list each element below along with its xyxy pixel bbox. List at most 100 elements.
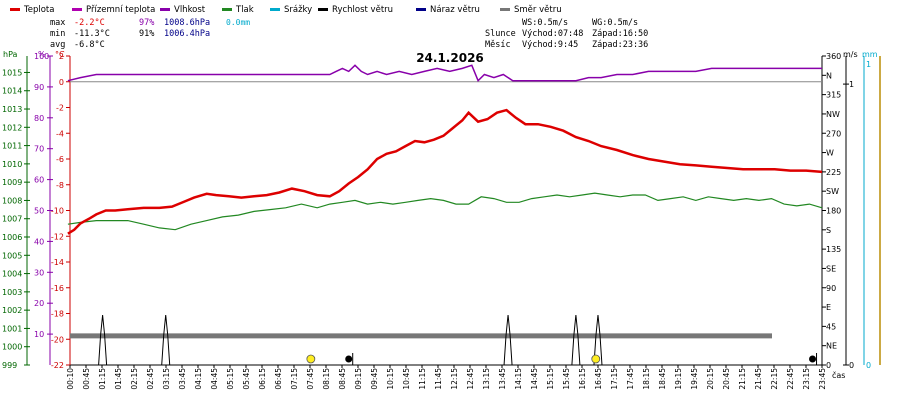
x-tick-label: 14:45 xyxy=(530,368,539,390)
pressure-tick-label: 1015 xyxy=(2,68,22,77)
x-tick-label: 05:15 xyxy=(226,368,235,390)
pressure-tick-label: 1009 xyxy=(2,178,22,187)
pressure-line xyxy=(67,192,823,231)
temperature-tick-label: -6 xyxy=(56,155,64,164)
direction-tick-label: 135 xyxy=(826,245,841,254)
x-tick-label: 04:45 xyxy=(210,368,219,390)
legend-swatch xyxy=(270,8,280,11)
temperature-tick-label: -16 xyxy=(51,284,64,293)
unit-time: čas xyxy=(832,370,845,380)
moon-label: Měsíc xyxy=(485,40,511,50)
legend-label: Přízemní teplota xyxy=(86,5,155,15)
direction-tick-label: 225 xyxy=(826,168,841,177)
humidity-tick-label: 80 xyxy=(34,114,44,123)
unit-hpa: hPa xyxy=(3,50,18,59)
pressure-tick-label: 1003 xyxy=(2,288,22,297)
x-tick-label: 10:45 xyxy=(402,368,411,390)
pressure-tick-label: 999 xyxy=(2,361,17,370)
temperature-tick-label: -20 xyxy=(51,335,64,344)
temperature-tick-label: -8 xyxy=(56,181,64,190)
temperature-tick-label: 2 xyxy=(59,52,64,61)
pressure-tick-label: 1012 xyxy=(2,123,22,132)
humidity-line xyxy=(67,64,822,83)
x-tick-label: 13:45 xyxy=(498,368,507,390)
humidity-tick-label: 100 xyxy=(34,52,49,61)
sun-set: Západ:16:50 xyxy=(592,29,648,39)
stat-max-label: max xyxy=(50,18,65,28)
x-tick-label: 23:15 xyxy=(802,368,811,390)
x-tick-label: 01:15 xyxy=(98,368,107,390)
x-tick-label: 01:45 xyxy=(114,368,123,390)
x-tick-label: 22:15 xyxy=(770,368,779,390)
pressure-tick-label: 1013 xyxy=(2,105,22,114)
temperature-tick-label: -4 xyxy=(56,129,64,138)
legend-swatch xyxy=(160,8,170,11)
x-tick-label: 04:15 xyxy=(194,368,203,390)
stat-max-humidity: 97% xyxy=(139,18,154,28)
wind-marker xyxy=(809,355,817,363)
wind-speed-info: WS:0.5m/s xyxy=(522,18,568,28)
x-tick-label: 13:15 xyxy=(482,368,491,390)
x-tick-label: 12:15 xyxy=(450,368,459,390)
legend-label: Srážky xyxy=(284,5,312,15)
x-tick-label: 18:45 xyxy=(658,368,667,390)
wind-speed-spike xyxy=(161,314,171,366)
x-tick-label: 17:45 xyxy=(626,368,635,390)
x-tick-label: 00:45 xyxy=(82,368,91,390)
x-tick-label: 15:15 xyxy=(546,368,555,390)
unit-mm: mm xyxy=(862,50,878,59)
direction-tick-label: NW xyxy=(826,110,840,119)
x-tick-label: 08:15 xyxy=(322,368,331,390)
direction-tick-label: 270 xyxy=(826,129,841,138)
wind-speed-spike xyxy=(98,314,108,366)
direction-tick-label: SE xyxy=(826,264,836,273)
stat-min-temp: -11.3°C xyxy=(74,29,110,39)
temperature-tick-label: -10 xyxy=(51,207,64,216)
x-tick-label: 11:45 xyxy=(434,368,443,390)
legend-swatch xyxy=(500,8,510,11)
direction-tick-label: 45 xyxy=(826,322,836,331)
temperature-tick-label: -22 xyxy=(51,361,64,370)
wind-speed-spike xyxy=(571,314,581,366)
pressure-tick-label: 1001 xyxy=(2,324,22,333)
x-tick-label: 16:15 xyxy=(578,368,587,390)
legend-label: Vlhkost xyxy=(174,5,206,15)
pressure-tick-label: 1008 xyxy=(2,196,22,205)
x-tick-label: 20:45 xyxy=(722,368,731,390)
legend-swatch xyxy=(318,8,328,11)
series-layer xyxy=(67,64,823,366)
pressure-tick-label: 1010 xyxy=(2,160,22,169)
unit-percent: % xyxy=(38,50,46,59)
x-axis: 00:10 00:45 01:15 01:45 02:15 02:45 03:15 03:45… xyxy=(66,365,827,390)
pressure-tick-label: 1011 xyxy=(2,142,22,151)
direction-tick-label: 360 xyxy=(826,52,841,61)
legend-swatch xyxy=(222,8,232,11)
stat-min-humidity: 91% xyxy=(139,29,154,39)
direction-tick-label: E xyxy=(826,303,831,312)
legend: Teplota Přízemní teplota Vlhkost Tlak Srážky… xyxy=(10,5,562,15)
x-tick-label: 21:45 xyxy=(754,368,763,390)
wind-speed-tick-label: 1 xyxy=(849,80,854,89)
wind-gust-info: WG:0.5m/s xyxy=(592,18,638,28)
temperature-tick-label: -14 xyxy=(51,258,64,267)
direction-tick-label: W xyxy=(826,149,834,158)
plot-frame xyxy=(69,56,823,366)
x-tick-label: 22:45 xyxy=(786,368,795,390)
wind-speed-spike xyxy=(593,314,603,366)
pressure-tick-label: 1006 xyxy=(2,233,22,242)
legend-label: Teplota xyxy=(23,5,54,15)
sun-marker xyxy=(306,354,316,364)
unit-ms: m/s xyxy=(843,50,858,59)
wind-speed-spike xyxy=(503,314,513,366)
x-tick-label: 20:15 xyxy=(706,368,715,390)
humidity-tick-label: 30 xyxy=(34,268,44,277)
stat-avg-temp: -6.8°C xyxy=(74,40,105,50)
rain-tick-label: 1 xyxy=(866,60,871,69)
x-tick-label: 09:15 xyxy=(354,368,363,390)
stat-min-pressure: 1006.4hPa xyxy=(164,29,210,39)
x-tick-label: 12:45 xyxy=(466,368,475,390)
humidity-tick-label: 70 xyxy=(34,145,44,154)
x-tick-label: 16:45 xyxy=(594,368,603,390)
x-tick-label: 19:45 xyxy=(690,368,699,390)
